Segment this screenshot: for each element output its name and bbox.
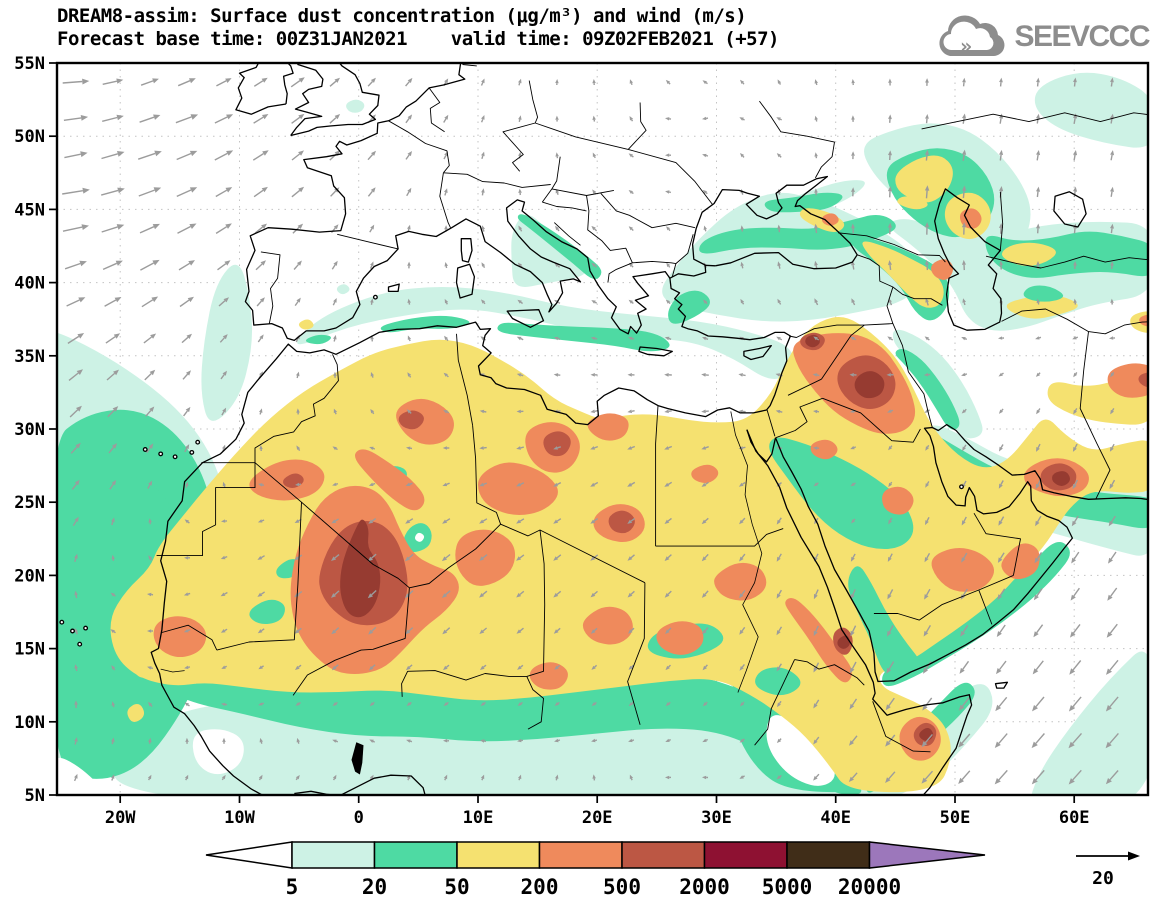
- colorbar-labels: 5 20 50 200 500 2000 5000 20000: [286, 875, 901, 899]
- colorbar: [205, 841, 986, 869]
- colorbar-label: 50: [444, 875, 469, 899]
- lon-label: 50E: [940, 808, 971, 828]
- axis-labels: 55N 50N 45N 40N 35N 30N 25N 20N 15N 10N 5N 20W 10W 0 1…: [14, 54, 1089, 828]
- colorbar-right-arrow: [868, 841, 986, 869]
- wind-vector-arrows: [62, 77, 1119, 785]
- chart-title: DREAM8-assim: Surface dust concentration…: [57, 5, 747, 27]
- lon-label: 40E: [820, 808, 851, 828]
- colorbar-label: 200: [521, 875, 559, 899]
- colorbar-label: 5: [286, 875, 299, 899]
- lat-label: 40N: [14, 274, 45, 294]
- lon-label: 10E: [463, 808, 494, 828]
- lat-label: 10N: [14, 713, 45, 733]
- lon-label: 10W: [224, 808, 255, 828]
- logo-text: SEEVCCC: [1014, 20, 1150, 53]
- svg-text:»: »: [960, 34, 972, 58]
- dust-concentration-field: [57, 72, 1148, 795]
- colorbar-label: 20000: [838, 875, 901, 899]
- lat-label: 25N: [14, 493, 45, 513]
- wind-reference-label: 20: [1092, 868, 1114, 889]
- lat-label: 20N: [14, 566, 45, 586]
- lon-label: 30E: [701, 808, 732, 828]
- lakes: [351, 742, 364, 775]
- cloud-logo-icon: »: [939, 15, 1005, 58]
- axis-ticks: [49, 62, 1076, 803]
- colorbar-label: 20: [362, 875, 387, 899]
- lon-label: 0: [354, 808, 364, 828]
- chart-titles: DREAM8-assim: Surface dust concentration…: [57, 5, 779, 51]
- wind-reference: 20: [1076, 851, 1140, 889]
- lat-label: 45N: [14, 200, 45, 220]
- colorbar-label: 500: [603, 875, 641, 899]
- lon-label: 60E: [1059, 808, 1090, 828]
- lat-label: 35N: [14, 347, 45, 367]
- lat-label: 55N: [14, 54, 45, 74]
- lon-label: 20W: [105, 808, 136, 828]
- lat-label: 5N: [25, 786, 45, 806]
- lon-label: 20E: [582, 808, 613, 828]
- chart-subtitle: Forecast base time: 00Z31JAN2021 valid t…: [57, 28, 779, 50]
- rivers: [160, 411, 763, 693]
- coastlines: [59, 63, 1148, 795]
- lat-label: 15N: [14, 640, 45, 660]
- seevccc-logo: » SEEVCCC: [930, 12, 1150, 62]
- colorbar-label: 5000: [762, 875, 813, 899]
- lat-label: 50N: [14, 127, 45, 147]
- colorbar-label: 2000: [679, 875, 730, 899]
- country-borders: [156, 64, 1148, 753]
- lat-label: 30N: [14, 420, 45, 440]
